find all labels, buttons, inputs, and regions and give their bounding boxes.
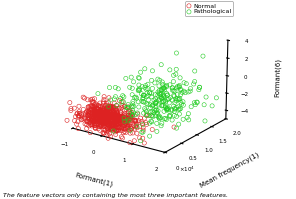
X-axis label: Formant(1): Formant(1) xyxy=(74,172,113,188)
Text: The feature vectors only containing the most three important features.: The feature vectors only containing the … xyxy=(3,193,228,198)
Text: $\times10^4$: $\times10^4$ xyxy=(179,164,195,174)
Legend: Normal, Pathological: Normal, Pathological xyxy=(185,1,233,16)
Y-axis label: Mean frequency(1): Mean frequency(1) xyxy=(199,151,260,189)
